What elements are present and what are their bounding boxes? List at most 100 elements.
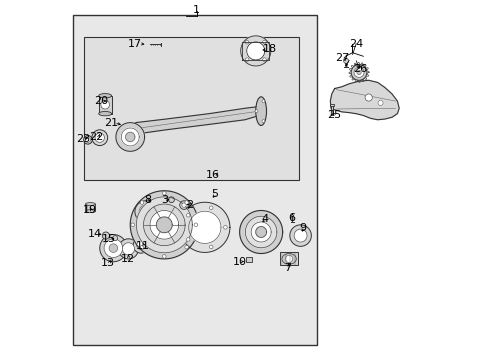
Text: 14: 14 [88, 229, 102, 239]
Circle shape [186, 238, 190, 241]
Circle shape [163, 255, 166, 258]
Circle shape [286, 255, 293, 262]
Text: 1: 1 [193, 5, 200, 15]
Text: 19: 19 [83, 206, 97, 216]
Circle shape [109, 244, 118, 252]
Ellipse shape [98, 94, 112, 98]
Circle shape [263, 58, 266, 62]
Circle shape [101, 100, 109, 109]
Circle shape [209, 206, 213, 210]
Circle shape [262, 120, 265, 122]
Text: 9: 9 [299, 224, 306, 233]
Text: 21: 21 [104, 118, 119, 128]
Circle shape [122, 243, 135, 255]
Text: 6: 6 [288, 213, 295, 222]
Polygon shape [241, 36, 271, 66]
Polygon shape [189, 211, 221, 243]
Bar [85, 204, 96, 211]
Ellipse shape [85, 210, 96, 213]
Circle shape [262, 100, 265, 103]
Circle shape [102, 232, 109, 239]
Text: 16: 16 [206, 170, 220, 180]
Circle shape [119, 239, 139, 259]
Circle shape [133, 237, 149, 253]
Circle shape [245, 58, 249, 62]
Text: 15: 15 [102, 234, 116, 244]
Circle shape [140, 246, 144, 249]
Bar [331, 105, 333, 116]
Polygon shape [144, 204, 185, 246]
Circle shape [92, 130, 108, 145]
Text: 7: 7 [285, 263, 292, 273]
Polygon shape [136, 197, 192, 253]
Circle shape [194, 223, 197, 226]
Circle shape [263, 40, 266, 44]
Text: 3: 3 [161, 195, 168, 205]
Polygon shape [156, 217, 172, 233]
Circle shape [354, 67, 364, 77]
Text: 22: 22 [89, 132, 103, 142]
Text: 17: 17 [127, 39, 142, 49]
Text: 25: 25 [327, 111, 341, 121]
Text: 12: 12 [121, 254, 135, 264]
Circle shape [290, 225, 311, 246]
Text: 18: 18 [263, 44, 277, 54]
Bar [73, 15, 317, 345]
Text: 23: 23 [76, 134, 90, 144]
Bar [330, 104, 334, 106]
Circle shape [113, 235, 118, 240]
Text: 11: 11 [136, 241, 150, 251]
Polygon shape [247, 42, 265, 60]
Polygon shape [130, 191, 198, 259]
Bar [246, 257, 252, 262]
Circle shape [185, 246, 189, 249]
Polygon shape [125, 132, 135, 141]
Circle shape [85, 137, 91, 142]
Circle shape [84, 135, 92, 144]
Circle shape [245, 40, 249, 44]
Text: 8: 8 [145, 195, 152, 205]
Circle shape [343, 58, 349, 63]
Polygon shape [330, 80, 399, 120]
Polygon shape [245, 216, 277, 248]
Bar [280, 252, 298, 265]
Ellipse shape [85, 203, 96, 206]
Circle shape [182, 203, 186, 207]
Circle shape [185, 201, 189, 204]
Circle shape [135, 201, 156, 222]
Circle shape [223, 226, 227, 229]
Circle shape [186, 213, 190, 217]
Circle shape [139, 205, 152, 218]
Circle shape [131, 223, 135, 226]
Polygon shape [240, 211, 283, 253]
Circle shape [357, 70, 361, 75]
Ellipse shape [256, 97, 267, 126]
Polygon shape [122, 128, 139, 146]
Circle shape [137, 241, 146, 249]
Polygon shape [136, 107, 259, 134]
Text: 4: 4 [261, 215, 269, 224]
Circle shape [294, 229, 307, 242]
Polygon shape [116, 123, 145, 151]
Circle shape [163, 192, 166, 195]
Text: 5: 5 [211, 189, 218, 199]
Ellipse shape [282, 253, 296, 264]
Circle shape [209, 245, 213, 249]
Circle shape [378, 100, 383, 105]
Circle shape [365, 94, 372, 101]
Text: 27: 27 [336, 53, 350, 63]
Polygon shape [251, 222, 271, 242]
Bar [98, 96, 112, 114]
Text: 24: 24 [349, 39, 363, 49]
Polygon shape [180, 202, 230, 252]
Circle shape [255, 110, 258, 113]
Circle shape [100, 234, 127, 262]
Text: 13: 13 [101, 258, 115, 268]
Circle shape [169, 197, 174, 203]
Circle shape [351, 64, 367, 80]
Ellipse shape [98, 112, 112, 116]
Text: 20: 20 [94, 96, 108, 106]
Polygon shape [256, 226, 267, 237]
Circle shape [95, 133, 104, 142]
Bar [84, 37, 299, 180]
